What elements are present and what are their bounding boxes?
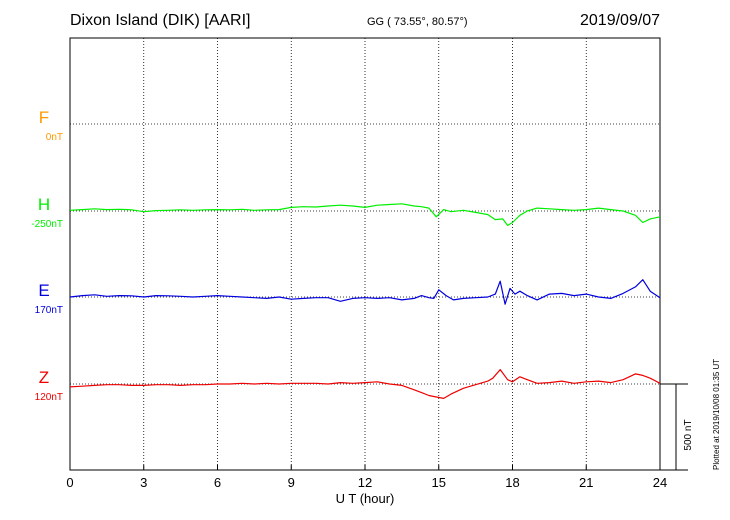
scale-bar: 500 nT xyxy=(660,383,694,471)
x-tick-label-9: 9 xyxy=(288,475,295,490)
series-name-e: E xyxy=(38,281,49,300)
series-baseline-e: 170nT xyxy=(35,305,63,316)
coordinates-label: GG ( 73.55°, 80.57°) xyxy=(367,16,468,28)
x-tick-label-24: 24 xyxy=(653,475,667,490)
x-tick-label-0: 0 xyxy=(66,475,73,490)
x-tick-label-15: 15 xyxy=(432,475,446,490)
scale-bar-label: 500 nT xyxy=(683,419,694,450)
x-tick-label-3: 3 xyxy=(140,475,147,490)
baseline-lines xyxy=(70,123,660,385)
series-line-z xyxy=(69,369,661,399)
x-axis-label: U T (hour) xyxy=(336,491,395,506)
x-tick-label-21: 21 xyxy=(579,475,593,490)
series-line-e xyxy=(69,279,661,305)
series-group xyxy=(69,203,661,399)
series-name-f: F xyxy=(39,108,49,127)
x-axis-ticks: 0 3 6 9 12 15 18 21 24 xyxy=(66,465,667,490)
series-name-h: H xyxy=(38,195,50,214)
x-tick-label-18: 18 xyxy=(505,475,519,490)
channel-labels: F 0nT H -250nT E 170nT Z 120nT xyxy=(31,108,63,403)
series-baseline-h: -250nT xyxy=(31,219,63,230)
x-tick-label-6: 6 xyxy=(214,475,221,490)
series-baseline-f: 0nT xyxy=(46,132,63,143)
plotted-timestamp: Plotted at 2019/10/08 01:35 UT xyxy=(712,358,721,470)
grid-lines xyxy=(143,38,587,470)
x-tick-label-12: 12 xyxy=(358,475,372,490)
series-baseline-z: 120nT xyxy=(35,392,63,403)
station-title: Dixon Island (DIK) [AARI] xyxy=(70,12,251,29)
series-name-z: Z xyxy=(39,368,49,387)
series-line-h xyxy=(69,203,661,226)
date-label: 2019/09/07 xyxy=(580,12,661,29)
